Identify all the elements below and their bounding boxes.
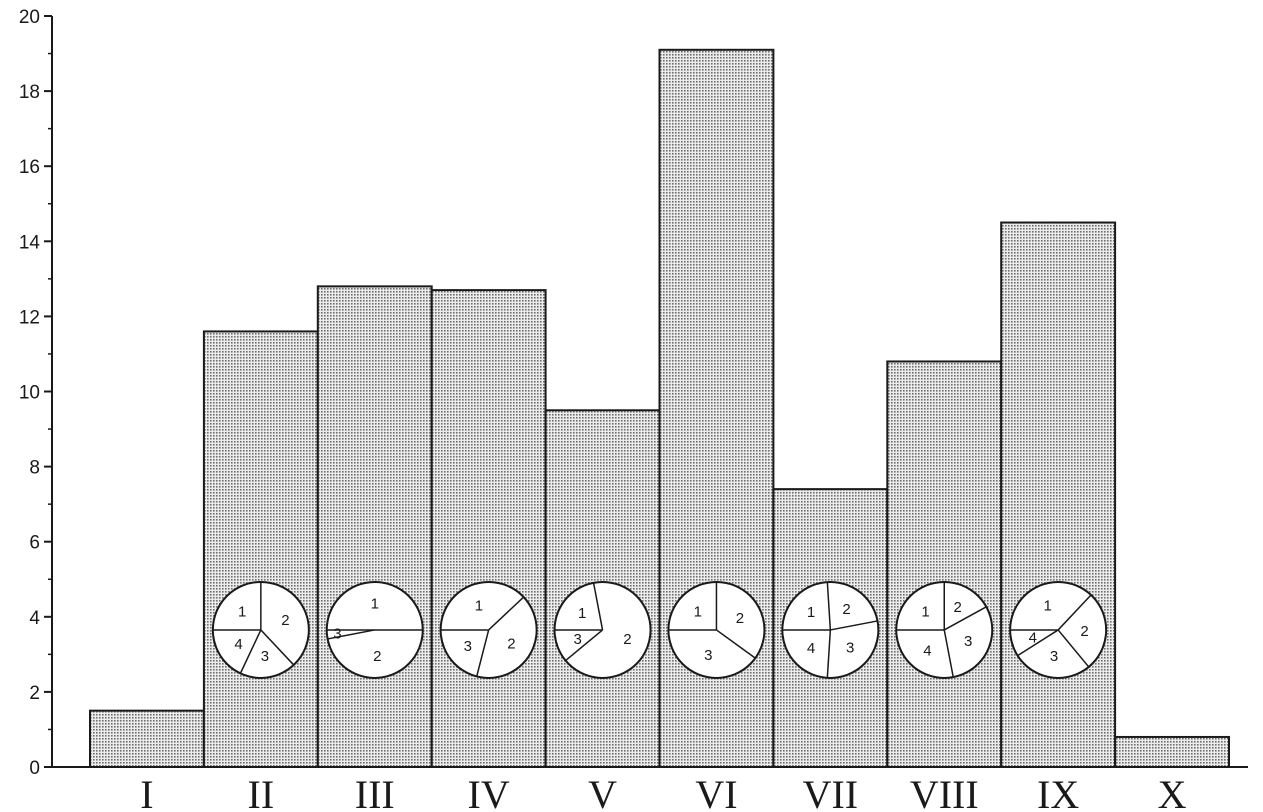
pie-slice-label-1: 1 xyxy=(371,596,379,613)
y-tick-label-20: 20 xyxy=(19,7,40,28)
pie-slice-label-3: 3 xyxy=(1050,648,1058,665)
pie-slice-divider xyxy=(1057,629,1090,668)
pie-slice-label-2: 2 xyxy=(954,599,962,616)
y-tick-label-14: 14 xyxy=(19,232,41,253)
axes-layer xyxy=(44,15,1248,768)
pie-slice-label-1: 1 xyxy=(578,605,586,622)
y-tick-label-4: 4 xyxy=(29,608,40,629)
pie-inset-vi: 1 2 3 xyxy=(667,580,766,679)
pie-slice-divider xyxy=(830,620,878,631)
bar-ii xyxy=(202,330,319,768)
pie-slice-label-3: 3 xyxy=(261,648,269,665)
pie-slice-divider xyxy=(1057,594,1092,631)
y-tick-label-6: 6 xyxy=(29,533,40,554)
pie-slice-label-4: 4 xyxy=(1029,629,1037,646)
pie-slice-label-3: 3 xyxy=(574,631,582,648)
pie-slice-label-1: 1 xyxy=(475,597,483,614)
x-tick-label-v: V xyxy=(588,772,617,812)
bar-iv xyxy=(430,289,547,768)
pie-slice-label-2: 2 xyxy=(736,610,744,627)
pie-slice-divider xyxy=(826,629,832,678)
bar-viii xyxy=(886,360,1003,768)
bar-ix xyxy=(1000,221,1117,768)
pie-inset-iv: 1 2 3 xyxy=(439,580,538,679)
x-tick-label-vi: VI xyxy=(695,772,737,812)
pie-slice-label-4: 4 xyxy=(234,636,242,653)
x-tick-label-x: X xyxy=(1158,772,1187,812)
x-tick-label-ii: II xyxy=(248,772,275,812)
pie-slice-divider xyxy=(260,629,295,666)
y-tick-label-10: 10 xyxy=(19,383,40,404)
pie-slice-divider xyxy=(592,582,604,631)
pie-slice-label-2: 2 xyxy=(842,601,850,618)
y-tick-label-18: 18 xyxy=(19,82,40,103)
y-tick-label-2: 2 xyxy=(29,683,40,704)
pie-slice-divider xyxy=(488,596,525,631)
pie-slice-divider xyxy=(565,629,604,662)
pie-slice-label-1: 1 xyxy=(921,603,929,620)
pie-inset-viii: 1 23 4 xyxy=(895,580,994,679)
x-tick-label-ix: IX xyxy=(1037,772,1079,812)
pie-inset-v: 1 2 3 xyxy=(553,580,652,679)
pie-inset-vii: 1 2 3 4 xyxy=(781,580,880,679)
pie-slice-label-4: 4 xyxy=(807,640,815,657)
pie-slice-divider xyxy=(239,629,262,674)
pie-slice-divider xyxy=(475,629,490,677)
pie-slice-label-2: 2 xyxy=(281,612,289,629)
pie-slice-label-1: 1 xyxy=(694,603,702,620)
x-tick-label-i: I xyxy=(140,772,153,812)
bar-i xyxy=(89,709,205,768)
bar-x xyxy=(1114,735,1230,769)
pie-slice-label-3: 3 xyxy=(464,638,472,655)
pie-slice-label-3: 3 xyxy=(846,639,854,656)
pie-slice-label-2: 2 xyxy=(373,648,381,665)
x-tick-label-vii: VII xyxy=(803,772,859,812)
pie-slice-label-3: 3 xyxy=(704,647,712,664)
pie-slice-label-1: 1 xyxy=(238,603,246,620)
pie-slice-divider xyxy=(1017,629,1059,657)
pie-slice-label-2: 2 xyxy=(507,635,515,652)
pie-slice-label-3: 3 xyxy=(964,633,972,650)
x-tick-label-iv: IV xyxy=(468,772,510,812)
y-tick-label-16: 16 xyxy=(19,157,40,178)
pie-slice-label-1: 1 xyxy=(1043,598,1051,615)
y-tick-label-0: 0 xyxy=(29,758,40,779)
pie-slice-label-3: 3 xyxy=(333,625,341,642)
y-tick-label-8: 8 xyxy=(29,458,40,479)
pie-inset-ix: 1 2 34 xyxy=(1009,580,1108,679)
pie-slice-divider xyxy=(943,629,954,678)
pie-slice-label-1: 1 xyxy=(807,604,815,621)
bar-iii xyxy=(316,285,433,768)
pie-inset-ii: 1 2 3 4 xyxy=(211,580,310,679)
x-tick-label-iii: III xyxy=(355,772,395,812)
pie-inset-iii: 1 2 3 xyxy=(325,580,424,679)
pie-slice-divider xyxy=(826,581,832,630)
pie-slice-label-4: 4 xyxy=(923,642,931,659)
pie-slice-label-2: 2 xyxy=(623,631,631,648)
pie-slice-divider xyxy=(716,629,756,659)
x-tick-label-viii: VIII xyxy=(910,772,979,812)
pie-slice-label-2: 2 xyxy=(1080,623,1088,640)
pie-slice-divider xyxy=(327,629,375,640)
pie-slice-divider xyxy=(943,606,987,631)
y-tick-label-12: 12 xyxy=(19,307,40,328)
